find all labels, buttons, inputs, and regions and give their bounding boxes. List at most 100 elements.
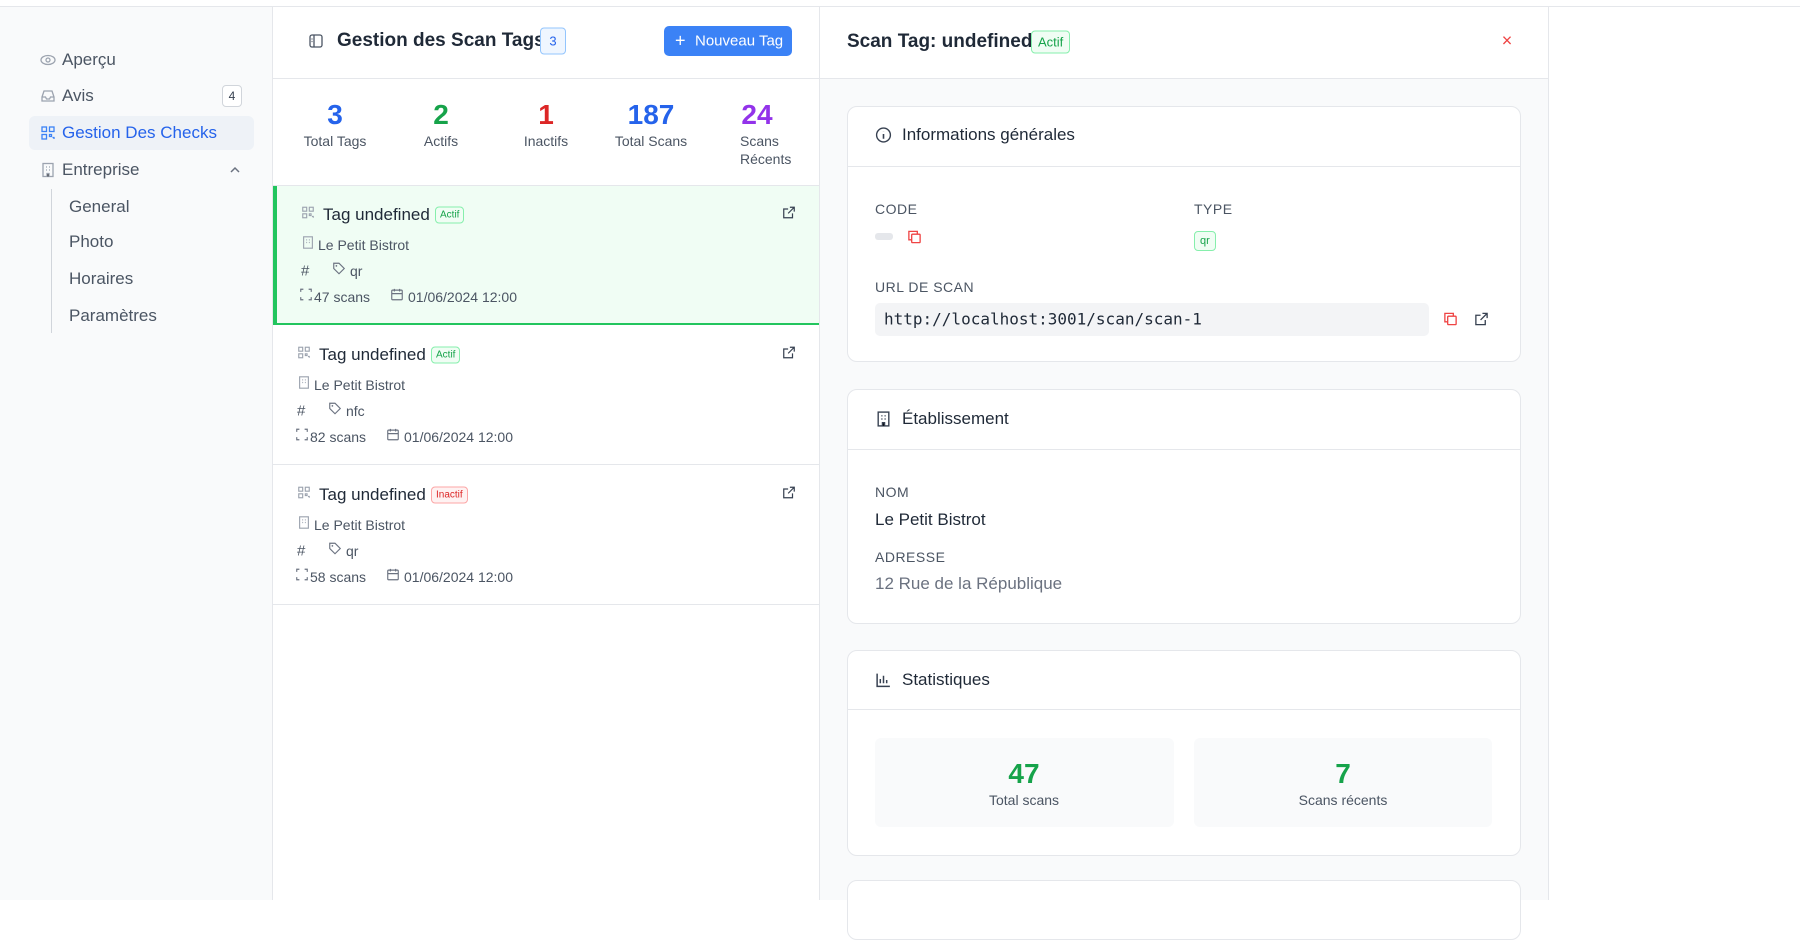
stat-value: 3 [327,99,343,130]
icon-part [41,126,55,140]
field-label: ADRESSE [875,549,946,565]
icon-part [41,126,48,133]
icon-part [308,206,314,212]
close-button[interactable]: × [1501,30,1513,51]
external-link-icon[interactable] [782,346,796,365]
nav-item[interactable]: Gestion Des Checks [62,123,217,142]
stat-label: Total Scans [614,133,688,149]
tag-item[interactable] [273,326,819,465]
stat-label: Scans Récents [740,133,792,167]
icon-part [302,206,314,219]
detail-header [820,7,1548,79]
establishment-card [847,389,1521,624]
building-icon [301,236,315,255]
scan-icon [299,288,313,307]
nav-item[interactable]: Entreprise [62,160,140,179]
active-item-bg [29,116,254,150]
divider [848,449,1520,450]
sidebar [0,7,273,900]
icon-part [329,542,342,555]
submenu-item[interactable]: Paramètres [69,306,157,325]
calendar-icon [386,568,400,587]
status-badge: Actif [435,206,465,224]
icon-part [296,568,308,581]
detail-title: Scan Tag: undefined [847,31,1033,52]
submenu-item[interactable]: Horaires [69,269,134,288]
external-link-icon[interactable] [1474,312,1489,327]
tag-icon [328,402,342,421]
nav-item[interactable]: Aperçu [62,50,116,69]
tag-icon [328,542,342,561]
plus-icon: + [675,30,686,51]
icon-part [302,519,306,524]
icon-part [41,133,48,140]
divider [273,78,819,79]
tag-item[interactable] [273,466,819,605]
icon-part [331,545,334,547]
status-badge: Inactif [431,486,468,504]
icon-part [333,262,346,275]
eye-icon [40,54,56,66]
icon-part [304,486,310,492]
submenu-item[interactable]: General [69,197,130,216]
building-icon [297,516,311,535]
icon-part [302,213,308,219]
stat-box [875,738,1174,827]
icon-part [329,542,342,555]
stat-value: 2 [433,99,449,130]
icon-part [296,568,308,581]
copy-icon[interactable] [1443,312,1458,327]
icon-part [335,265,338,267]
new-button[interactable] [664,26,792,56]
copy-icon[interactable] [907,230,922,245]
url-box [875,303,1429,336]
tag-type: qr [346,543,359,559]
chevron-up[interactable] [228,163,242,177]
icon-part [329,402,342,415]
status-badge: Actif [1031,30,1071,54]
icon-part [299,516,309,529]
field-value: 12 Rue de la République [875,574,1063,593]
inbox-icon [41,90,55,102]
tag-item-selected[interactable] [273,186,819,325]
icon-part [308,213,314,218]
icon-part [298,346,310,359]
date: 01/06/2024 12:00 [408,289,517,305]
stat-value: 7 [1335,758,1351,789]
icon-part [387,569,399,581]
icon-part [387,568,399,581]
icon-part [304,346,310,352]
place: Le Petit Bistrot [314,377,406,393]
panel-icon[interactable] [308,33,324,49]
icon-part [911,233,921,244]
icon-part [298,346,310,359]
icon-part [387,568,399,575]
icon-part [298,486,304,492]
new-button-label[interactable]: Nouveau Tag [695,32,784,50]
tag-name: Tag undefined [319,485,426,504]
submenu-item[interactable]: Photo [69,232,114,251]
icon-part [48,126,55,133]
nav-item[interactable]: Avis [62,86,94,105]
icon-part [40,54,56,66]
chart-icon [876,673,890,688]
icon-part [46,166,50,177]
icon-part [299,516,309,529]
external-link-icon[interactable] [782,206,796,225]
qr-icon [297,346,311,365]
stat-box [1194,738,1492,827]
icon-part [298,493,304,499]
field-label: CODE [875,201,918,217]
icon-part [387,429,399,441]
qr-icon [41,126,55,140]
icon-part [309,34,323,48]
icon-part [783,206,795,219]
stat-value: 47 [1008,758,1040,789]
submenu-line [51,189,52,333]
divider [848,709,1520,710]
stat-label: Total Tags [303,133,367,149]
external-link-icon[interactable] [782,486,796,505]
card-title: Établissement [902,409,1009,428]
card-title: Informations générales [902,125,1075,144]
building-icon [877,411,890,427]
